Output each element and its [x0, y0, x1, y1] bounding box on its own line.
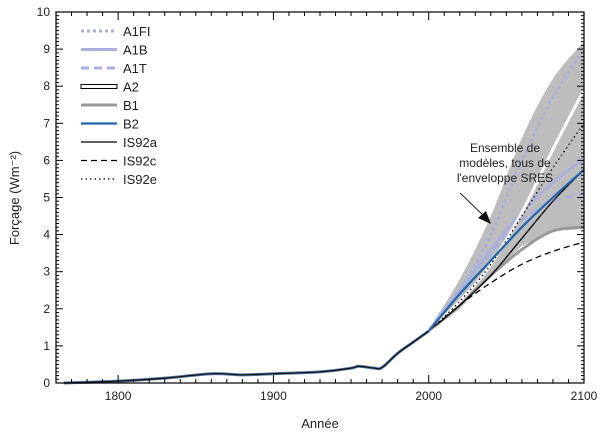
y-tick-label: 2: [43, 302, 50, 316]
legend-label: B2: [123, 117, 139, 132]
legend-item-is92a: IS92a: [81, 135, 158, 150]
legend-item-a1b: A1B: [81, 43, 148, 58]
legend-label: A2: [123, 80, 139, 95]
y-tick-label: 0: [43, 376, 50, 390]
legend-label: A1B: [123, 43, 148, 58]
legend-item-a1fi: A1FI: [81, 24, 150, 39]
legend-item-b1: B1: [81, 98, 139, 113]
legend-label: A1FI: [123, 24, 150, 39]
y-tick-label: 8: [43, 79, 50, 93]
y-tick-label: 9: [43, 42, 50, 56]
sres-envelope: [428, 41, 584, 333]
x-tick-label: 2100: [571, 389, 598, 403]
series-line-a1t: [427, 192, 585, 332]
legend-label: IS92e: [123, 172, 157, 187]
y-tick-label: 7: [43, 116, 50, 130]
x-axis-label: Année: [301, 416, 339, 431]
legend-item-is92e: IS92e: [81, 172, 157, 187]
historical-line: [63, 330, 430, 384]
series-line-is92c: [428, 241, 585, 332]
legend-label: A1T: [123, 61, 147, 76]
series-line-is92a: [428, 169, 585, 332]
legend-item-a1t: A1T: [81, 61, 147, 76]
x-tick-label: 1800: [105, 389, 132, 403]
y-tick-label: 6: [43, 153, 50, 167]
y-axis-label: Forçage (Wm⁻²): [7, 151, 22, 245]
y-tick-label: 1: [43, 339, 50, 353]
series-line-b2: [427, 168, 585, 332]
annotation-line-1: Ensemble de: [470, 141, 540, 155]
annotation-line-3: l'enveloppe SRES: [457, 171, 553, 185]
legend-label: B1: [123, 98, 139, 113]
x-tick-label: 1900: [260, 389, 287, 403]
legend-label: IS92c: [123, 154, 157, 169]
annotation-arrow: [459, 192, 491, 224]
legend-label: IS92a: [123, 135, 158, 150]
annotation-line-2: modèles, tous de: [459, 156, 551, 170]
y-tick-label: 3: [43, 265, 50, 279]
legend-item-a2: A2: [80, 80, 139, 95]
legend-item-is92c: IS92c: [81, 154, 157, 169]
x-tick-label: 2000: [415, 389, 442, 403]
y-tick-label: 10: [37, 5, 51, 19]
y-tick-label: 4: [43, 228, 50, 242]
legend-item-b2: B2: [81, 117, 139, 132]
y-tick-label: 5: [43, 191, 50, 205]
legend-swatch: [80, 84, 118, 89]
